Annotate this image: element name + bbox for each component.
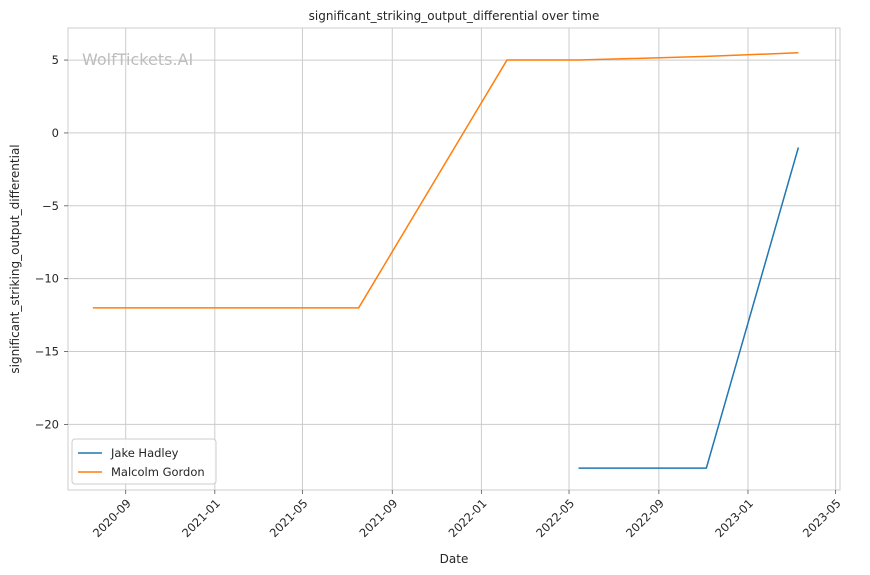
y-axis-ticks: 5 0 −5 −10 −15 −20: [35, 53, 68, 431]
watermark: WolfTickets.AI: [82, 50, 193, 69]
x-tick-label: 2022-01: [446, 496, 490, 540]
y-tick-label: 0: [52, 126, 59, 140]
legend-label-jake-hadley: Jake Hadley: [110, 446, 179, 460]
y-tick-label: −5: [42, 199, 59, 213]
y-tick-label: −10: [35, 272, 59, 286]
x-tick-label: 2021-01: [179, 496, 223, 540]
legend-box: [71, 438, 217, 485]
legend: Jake Hadley Malcolm Gordon: [71, 438, 217, 485]
x-tick-label: 2023-01: [712, 496, 756, 540]
grid-lines: [68, 28, 840, 490]
x-tick-label: 2022-05: [533, 496, 577, 540]
y-tick-label: −20: [35, 417, 59, 431]
series-line-malcolm-gordon: [92, 52, 799, 309]
x-tick-label: 2020-09: [90, 496, 134, 540]
y-tick-label: 5: [52, 53, 59, 67]
y-tick-label: −15: [35, 345, 59, 359]
x-axis-ticks: 2020-09 2021-01 2021-05 2021-09 2022-01 2022-…: [90, 490, 844, 540]
series-line-jake-hadley: [578, 147, 800, 469]
series-lines: [92, 52, 800, 469]
x-tick-label: 2023-05: [800, 496, 844, 540]
y-axis-label: significant_striking_output_differential: [8, 144, 22, 373]
x-axis-label: Date: [440, 552, 469, 566]
x-tick-label: 2021-09: [357, 496, 401, 540]
plot-frame: [67, 27, 841, 491]
chart-title: significant_striking_output_differential…: [309, 9, 600, 23]
legend-label-malcolm-gordon: Malcolm Gordon: [111, 465, 205, 479]
x-tick-label: 2021-05: [267, 496, 311, 540]
x-tick-label: 2022-09: [623, 496, 667, 540]
